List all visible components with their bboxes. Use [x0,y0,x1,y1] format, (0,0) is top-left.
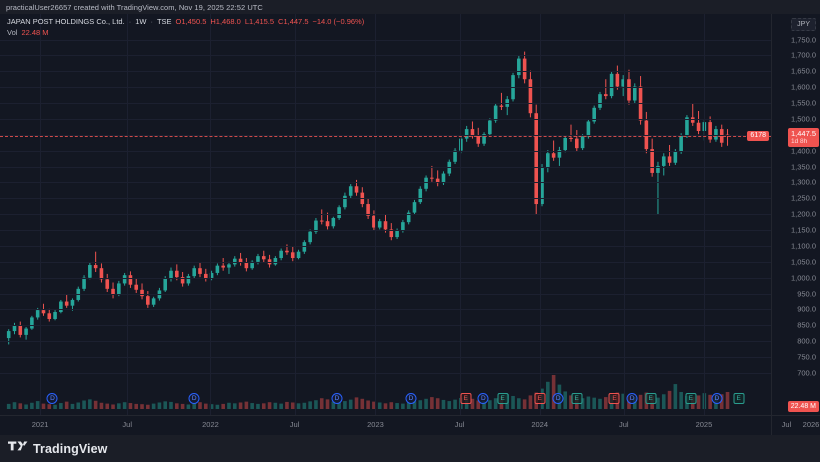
dividend-marker-icon[interactable]: D [711,393,723,404]
current-volume-tag: 22.48 M [787,401,819,412]
price-axis-tick-label: 1,350.0 [790,162,816,172]
time-axis-tick-label: 2021 [31,420,49,429]
grid-line-vertical [459,14,461,415]
time-axis[interactable]: 2021 Jul 2022 Jul 2023 Jul 2024 Jul 2025 Jul 2026 [0,415,820,435]
grid-line-vertical [40,14,42,415]
earnings-marker-icon[interactable]: E [497,393,509,404]
price-axis-tick-label: 1,500.0 [790,114,816,124]
candlestick-series [6,51,730,409]
price-axis-tick-label: 800.0 [797,336,816,346]
time-axis-tick-label: 2022 [202,420,219,429]
grid-line-vertical [294,14,296,415]
dividend-marker-icon[interactable]: D [626,393,638,404]
price-axis-tick-label: 1,200.0 [790,209,816,219]
time-axis-tick-label: 2025 [695,420,713,429]
price-axis-tick-label: 1,300.0 [790,177,816,187]
time-axis-tick-label: 2024 [531,420,549,429]
tradingview-brand-text: TradingView [33,441,108,456]
current-price-value: 1,447.5 [790,128,816,138]
time-axis-labels: 2021 Jul 2022 Jul 2023 Jul 2024 Jul 2025 Jul 2026 [0,416,819,435]
grid-line-horizontal [0,87,771,89]
price-axis-tick-label: 700.0 [797,368,816,378]
tradingview-logo-icon[interactable] [8,440,28,458]
grid-line-horizontal [0,309,771,311]
grid-line-horizontal [0,357,771,359]
earnings-marker-icon[interactable]: E [645,393,657,404]
price-axis-tick-label: 850.0 [797,320,816,330]
dividend-marker-icon[interactable]: D [405,393,417,404]
grid-line-horizontal [0,103,771,105]
price-axis[interactable]: JPY 1,447.5 1d 8h 22.48 M 1,750.0 1,700.0… [772,14,820,415]
time-axis-tick-label: Jul [122,420,132,429]
grid-line-horizontal [0,214,771,216]
grid-line-horizontal [0,277,771,279]
current-price-tag: 1,447.5 1d 8h [787,127,819,147]
price-axis-tick-label: 1,150.0 [790,225,816,235]
grid-line-horizontal [0,166,771,168]
grid-line-vertical [623,14,625,415]
grid-line-horizontal [0,245,771,247]
grid-line-horizontal [0,230,771,232]
time-axis-tick-label: Jul [618,420,629,429]
grid-line-horizontal [0,341,771,343]
time-axis-tick-label: Jul [454,420,465,429]
price-axis-tick-label: 750.0 [797,352,816,362]
chart-area: JAPAN POST HOLDINGS Co., Ltd. · 1W · TSE… [0,14,820,415]
earnings-marker-icon[interactable]: E [733,393,745,404]
attribution-bar: practicalUser26657 created with TradingV… [0,0,820,14]
grid-line-horizontal [0,293,771,295]
grid-line-horizontal [0,71,771,73]
time-axis-tick-label: Jul [289,420,300,429]
price-axis-tick-label: 900.0 [797,304,816,314]
current-price-line [0,135,771,137]
time-axis-tick-label: Jul [781,420,792,429]
currency-badge[interactable]: JPY [791,18,816,31]
grid-line-horizontal [0,55,771,57]
grid-line-horizontal [0,182,771,184]
earnings-marker-icon[interactable]: E [534,393,546,404]
grid-line-vertical [210,14,212,415]
grid-line-horizontal [0,325,771,327]
grid-line-vertical [539,14,541,415]
price-axis-tick-label: 1,400.0 [790,146,816,156]
earnings-marker-icon[interactable]: E [460,393,472,404]
price-axis-tick-label: 1,250.0 [790,193,816,203]
earnings-marker-icon[interactable]: E [608,393,620,404]
dividend-marker-icon[interactable]: D [552,393,564,404]
price-axis-tick-label: 950.0 [797,289,816,299]
earnings-marker-icon[interactable]: E [685,393,697,404]
time-axis-tick-label: 2023 [367,420,384,429]
dividend-marker-icon[interactable]: D [331,393,343,404]
grid-line-horizontal [0,39,771,41]
price-axis-tick-label: 1,100.0 [790,241,816,251]
footer-bar: TradingView [0,435,820,462]
grid-line-vertical [375,14,377,415]
price-axis-tick-label: 1,000.0 [790,273,816,283]
bar-countdown: 1d 8h [790,137,808,145]
time-axis-tick-label: 2026 [802,420,820,429]
price-axis-tick-label: 1,750.0 [790,35,816,45]
price-pane[interactable]: JAPAN POST HOLDINGS Co., Ltd. · 1W · TSE… [0,14,772,415]
grid-line-horizontal [0,118,771,120]
dividend-marker-icon[interactable]: D [188,393,200,404]
grid-line-vertical [703,14,705,415]
grid-line-horizontal [0,134,771,136]
earnings-marker-icon[interactable]: E [571,393,583,404]
grid-line-horizontal [0,150,771,152]
grid-line-horizontal [0,373,771,374]
grid-line-vertical [127,14,129,415]
price-axis-tick-label: 1,050.0 [790,257,816,267]
ticker-price-flag: 6178 [747,130,769,141]
grid-line-horizontal [0,198,771,200]
price-axis-tick-label: 1,600.0 [790,82,816,92]
grid-line-horizontal [0,261,771,263]
dividend-marker-icon[interactable]: D [477,393,489,404]
price-axis-tick-label: 1,650.0 [790,66,816,76]
dividend-marker-icon[interactable]: D [46,393,58,404]
price-axis-tick-label: 1,700.0 [790,50,816,60]
price-axis-tick-label: 1,550.0 [790,98,816,108]
attribution-text: practicalUser26657 created with TradingV… [6,2,263,12]
